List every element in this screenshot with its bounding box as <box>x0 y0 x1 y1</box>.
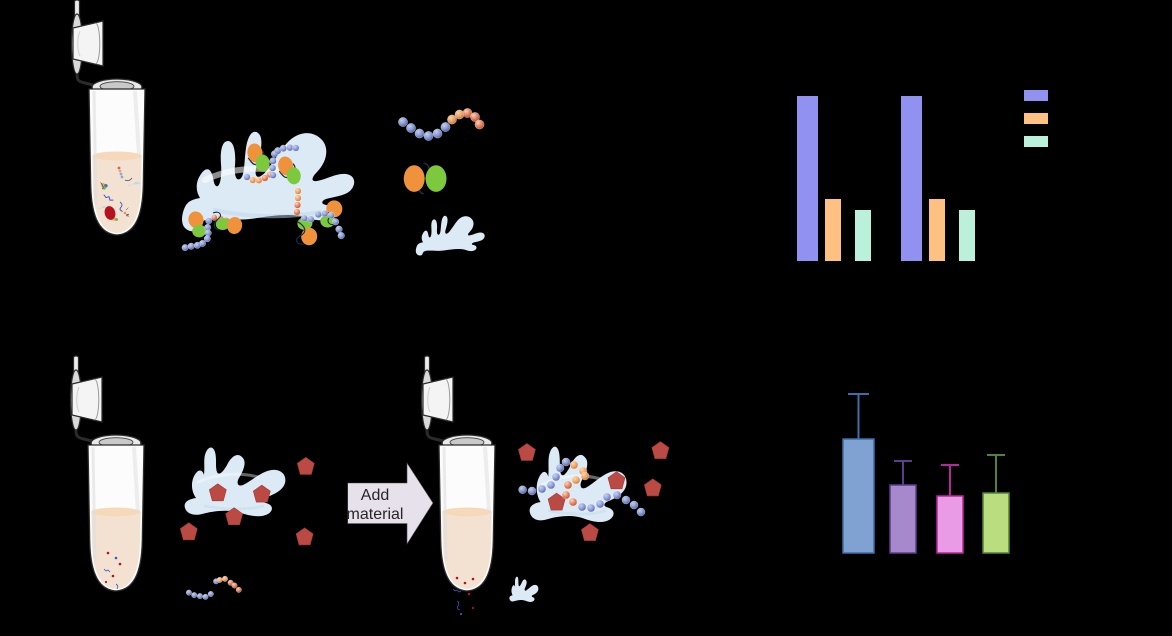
svg-text:Add: Add <box>361 487 389 504</box>
svg-text:material: material <box>347 506 404 523</box>
